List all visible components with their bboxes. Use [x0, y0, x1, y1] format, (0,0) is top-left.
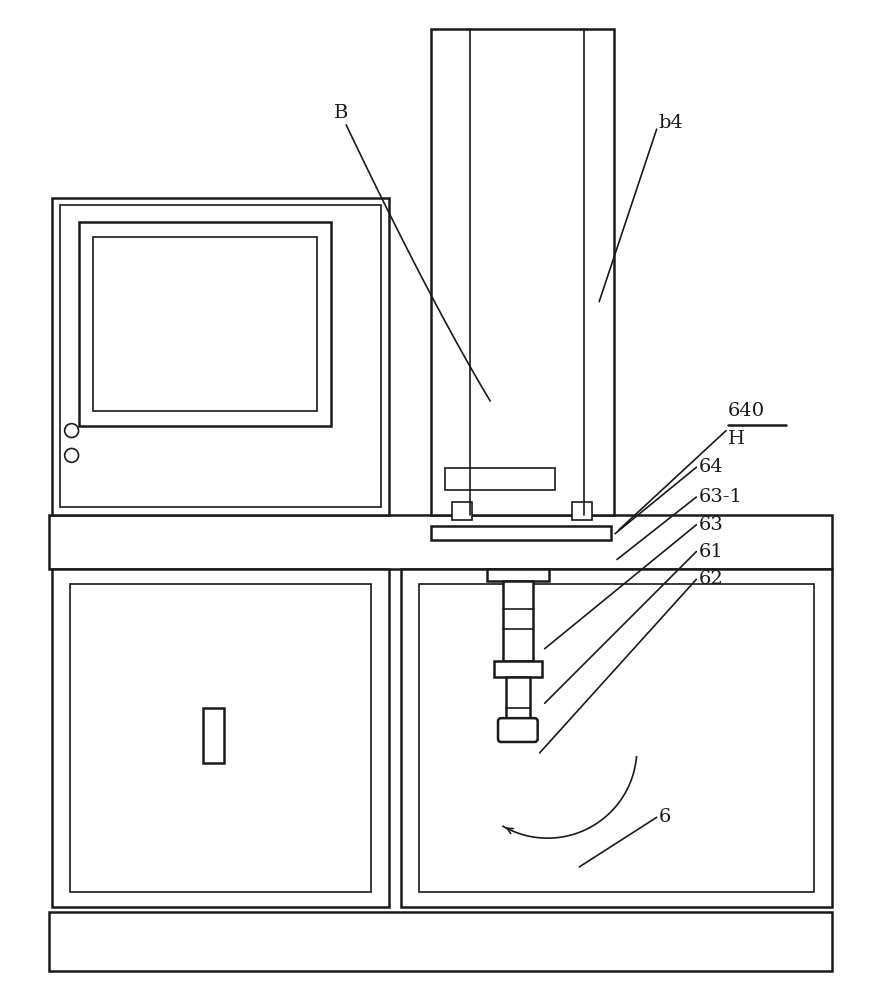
Text: H: H [728, 430, 745, 448]
Bar [446, 468, 554, 490]
Bar [418, 584, 814, 892]
Bar [52, 569, 389, 907]
Bar [52, 198, 389, 515]
Text: 640: 640 [728, 402, 766, 420]
Bar [431, 29, 614, 515]
Bar [48, 912, 833, 971]
Bar [503, 581, 533, 661]
Text: 63: 63 [699, 516, 723, 534]
Text: 63-1: 63-1 [699, 488, 742, 506]
Bar [487, 569, 549, 581]
Text: 64: 64 [699, 458, 723, 476]
Bar [431, 526, 611, 540]
Bar [60, 205, 381, 507]
Text: 6: 6 [659, 808, 671, 826]
FancyBboxPatch shape [498, 718, 537, 742]
Bar [453, 502, 472, 520]
Bar [494, 661, 542, 677]
Bar [78, 222, 331, 426]
Bar [48, 515, 833, 569]
Bar [506, 677, 529, 721]
Bar [401, 569, 833, 907]
Text: 61: 61 [699, 543, 723, 561]
Text: B: B [334, 104, 349, 122]
Bar [203, 708, 225, 763]
Text: 62: 62 [699, 570, 723, 588]
Text: b4: b4 [659, 114, 684, 132]
Bar [70, 584, 371, 892]
Bar [573, 502, 592, 520]
Bar [93, 237, 316, 411]
